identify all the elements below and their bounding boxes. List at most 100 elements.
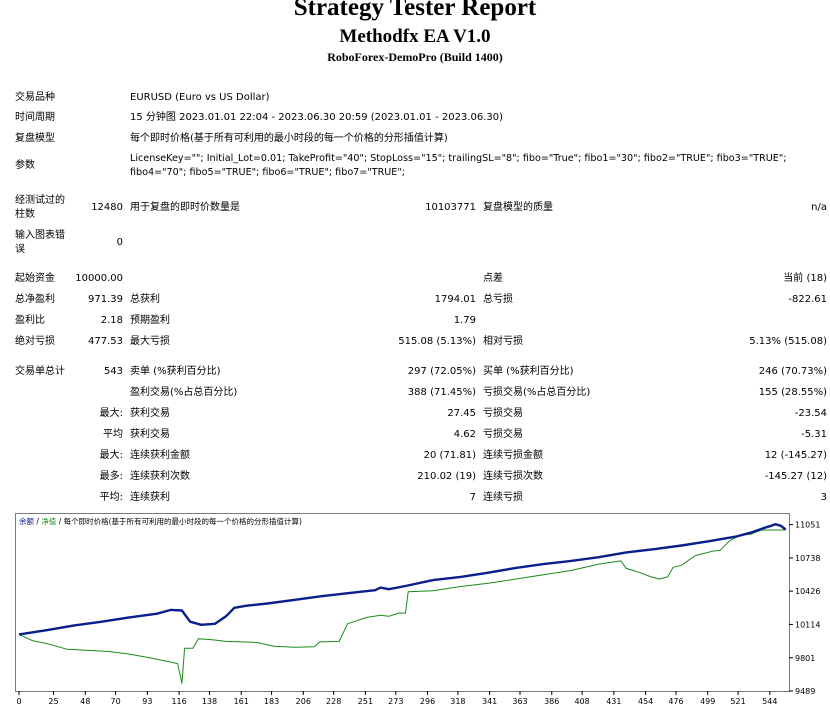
loss-trades-label: 亏损交易(%占总百分比) (483, 387, 591, 398)
absolute-drawdown-value: 477.53 (88, 336, 123, 347)
x-tick-label: 70 (111, 697, 121, 706)
ea-name: Methodfx EA V1.0 (339, 26, 491, 47)
maximal-prefix: 最多: (99, 471, 123, 482)
x-tick-label: 296 (420, 697, 435, 706)
short-positions-label: 卖单 (%获利百分比) (130, 366, 221, 377)
x-tick-label: 25 (48, 697, 58, 706)
absolute-drawdown-label: 绝对亏损 (15, 336, 55, 347)
consecutive-losses-label: 连续亏损金额 (483, 450, 543, 461)
legend-equity: 净值 (41, 516, 56, 526)
average-prefix: 平均 (103, 429, 123, 440)
consecutive-profit-value: 210.02 (19) (417, 471, 476, 482)
expected-payoff-value: 1.79 (453, 315, 476, 326)
legend-balance: 余额 (19, 516, 34, 526)
bars-label-line-2: 柱数 (15, 209, 35, 220)
symbol-label: 交易品种 (15, 92, 55, 103)
x-tick-label: 408 (574, 697, 589, 706)
balance-line (18, 522, 787, 636)
params-line-2: fibo4="70"; fibo5="TRUE"; fibo6="TRUE"; … (130, 167, 405, 178)
chart-legend: 余额 / 净值 / 每个即时价格(基于所有可利用的最小时段的每一个价格的分形插值… (19, 516, 302, 526)
model-label: 复盘模型 (15, 133, 55, 144)
average-consecutive-losses-label: 连续亏损 (483, 492, 523, 503)
spread-value: 当前 (18) (783, 273, 827, 284)
consecutive-profit-label: 连续获利次数 (130, 471, 190, 482)
legend-model: 每个即时价格(基于所有可利用的最小时段的每一个价格的分形插值计算) (64, 516, 302, 526)
gross-profit-value: 1794.01 (434, 294, 476, 305)
quality-label: 复盘模型的质量 (483, 202, 553, 213)
x-tick-label: 93 (142, 697, 152, 706)
x-tick-label: 206 (296, 697, 311, 706)
long-positions-label: 买单 (%获利百分比) (483, 366, 574, 377)
average-consecutive-wins-value: 7 (469, 492, 476, 503)
total-trades-value: 543 (103, 366, 123, 377)
balance-equity-chart: 11051 10738 10426 10114 9801 9489 0 25 48 70 93 11… (15, 513, 820, 706)
x-tick-label: 431 (606, 697, 621, 706)
largest-profit-value: 27.45 (447, 408, 476, 419)
mismatch-label-line-2: 误 (15, 244, 25, 255)
y-tick-label: 9801 (795, 654, 815, 663)
consecutive-loss-label: 连续亏损次数 (483, 471, 543, 482)
x-tick-label: 521 (730, 697, 745, 706)
ticks-label: 用于复盘的即时价数量是 (130, 202, 240, 213)
average-consecutive-prefix: 平均: (99, 492, 123, 503)
x-tick-label: 544 (762, 697, 777, 706)
initial-deposit-value: 10000.00 (75, 273, 123, 284)
x-tick-label: 341 (482, 697, 497, 706)
legend-separator-1: / (36, 517, 39, 526)
profit-trades-label: 盈利交易(%占总百分比) (130, 387, 238, 398)
y-tick-label: 11051 (795, 521, 820, 530)
y-tick-label: 9489 (795, 687, 815, 696)
x-tick-label: 454 (638, 697, 653, 706)
consecutive-wins-value: 20 (71.81) (423, 450, 476, 461)
report-title: Strategy Tester Report (293, 0, 537, 21)
short-positions-value: 297 (72.05%) (407, 366, 476, 377)
ticks-value: 10103771 (425, 202, 476, 213)
average-loss-value: -5.31 (801, 429, 827, 440)
profit-factor-label: 盈利比 (15, 315, 45, 326)
maximal-drawdown-label: 最大亏损 (130, 336, 170, 347)
maximal-drawdown-value: 515.08 (5.13%) (398, 336, 476, 347)
y-tick-label: 10114 (795, 620, 820, 629)
chart-x-axis: 0 25 48 70 93 116 138 161 183 206 228 251 273 296 318 3… (16, 691, 777, 706)
y-tick-label: 10426 (795, 587, 820, 596)
gross-profit-label: 总获利 (130, 294, 160, 305)
gross-loss-value: -822.61 (788, 294, 827, 305)
x-tick-label: 138 (202, 697, 217, 706)
profit-trades-value: 388 (71.45%) (407, 387, 476, 398)
x-tick-label: 183 (264, 697, 279, 706)
server-name: RoboForex-DemoPro (Build 1400) (327, 50, 503, 64)
y-tick-label: 10738 (795, 554, 820, 563)
x-tick-label: 363 (512, 697, 527, 706)
total-trades-label: 交易单总计 (15, 366, 65, 377)
net-profit-value: 971.39 (88, 294, 123, 305)
chart-lines (18, 522, 787, 684)
symbol-value: EURUSD (Euro vs US Dollar) (130, 92, 270, 103)
consecutive-losses-value: 12 (-145.27) (764, 450, 827, 461)
chart-y-axis: 11051 10738 10426 10114 9801 9489 (789, 521, 820, 696)
x-tick-label: 0 (16, 697, 21, 706)
bars-label-line-1: 经测试过的 (15, 195, 65, 206)
largest-loss-label: 亏损交易 (483, 408, 523, 419)
net-profit-label: 总净盈利 (15, 294, 55, 305)
expected-payoff-label: 预期盈利 (130, 315, 170, 326)
largest-prefix: 最大: (99, 408, 123, 419)
mismatch-label-line-1: 输入图表错 (15, 230, 65, 241)
x-tick-label: 228 (326, 697, 341, 706)
x-tick-label: 48 (80, 697, 90, 706)
legend-separator-2: / (59, 517, 62, 526)
average-loss-label: 亏损交易 (483, 429, 523, 440)
period-value: 15 分钟图 2023.01.01 22:04 - 2023.06.30 20:… (130, 112, 504, 123)
consecutive-loss-value: -145.27 (12) (764, 471, 827, 482)
average-profit-label: 获利交易 (130, 429, 170, 440)
profit-factor-value: 2.18 (100, 315, 123, 326)
quality-value: n/a (811, 202, 827, 213)
x-tick-label: 476 (668, 697, 683, 706)
bars-value: 12480 (91, 202, 123, 213)
mismatch-value: 0 (116, 237, 123, 248)
period-label: 时间周期 (15, 112, 55, 123)
gross-loss-label: 总亏损 (483, 294, 513, 305)
x-tick-label: 116 (171, 697, 186, 706)
params-line-1: LicenseKey=""; Initial_Lot=0.01; TakePro… (130, 153, 787, 164)
x-tick-label: 318 (450, 697, 465, 706)
largest-profit-label: 获利交易 (130, 408, 170, 419)
